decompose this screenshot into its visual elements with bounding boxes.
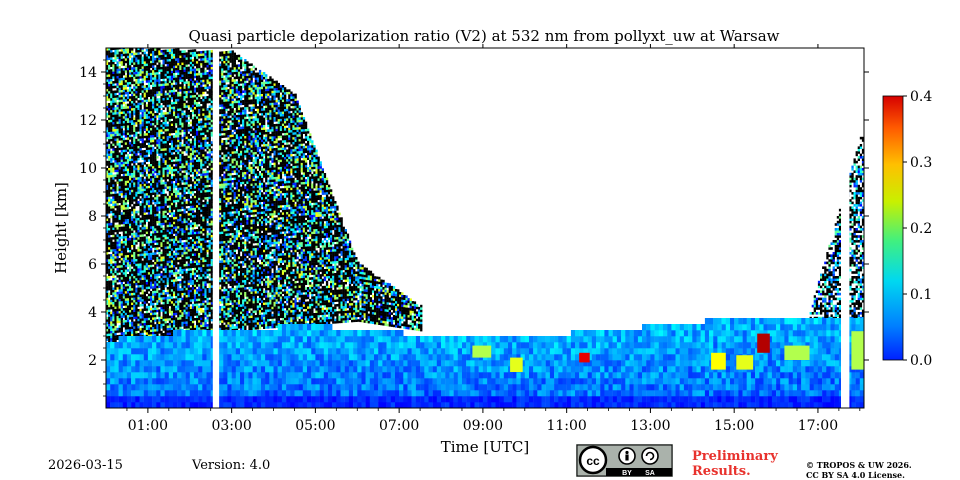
x-tick-label-3: 07:00	[379, 418, 419, 434]
x-tick-label-2: 05:00	[295, 418, 335, 434]
y-tick-label-2: 6	[88, 257, 97, 273]
colorbar-tick-label-0: 0.0	[910, 353, 932, 369]
depol-patch-4	[736, 355, 754, 370]
data-gap-1	[841, 48, 850, 408]
x-tick-label-5: 11:00	[546, 418, 586, 434]
copyright-note: © TROPOS & UW 2026. CC BY SA 4.0 License…	[806, 460, 912, 480]
y-tick-label-4: 10	[79, 161, 97, 177]
x-axis: 01:00 03:00 05:00 07:00 09:00 11:00 13:00 15:00…	[126, 44, 861, 434]
colorbar-tick-label-2: 0.2	[910, 221, 932, 237]
x-tick-label-1: 03:00	[211, 418, 251, 434]
colorbar-tick-label-4: 0.4	[910, 89, 932, 105]
depol-patch-1	[510, 357, 523, 372]
y-tick-label-1: 4	[88, 305, 97, 321]
copyright-line-1: © TROPOS & UW 2026.	[806, 460, 912, 470]
colorbar	[882, 95, 904, 361]
data-gap-0	[212, 48, 220, 408]
x-tick-label-4: 09:00	[463, 418, 503, 434]
depol-patch-7	[851, 331, 864, 370]
y-axis-label: Height [km]	[52, 182, 70, 274]
colorbar-tick-label-1: 0.1	[910, 287, 932, 303]
x-tick-label-8: 17:00	[798, 418, 838, 434]
depol-patch-3	[711, 352, 726, 370]
sa-icon	[641, 447, 659, 465]
plot-area	[106, 48, 864, 408]
depol-patch-0	[472, 345, 492, 358]
x-tick-label-7: 15:00	[714, 418, 754, 434]
preliminary-line-2: Results.	[692, 464, 751, 479]
depol-patch-6	[784, 345, 810, 360]
x-axis-label: Time [UTC]	[441, 438, 530, 456]
footer-version: Version: 4.0	[192, 458, 271, 473]
y-tick-label-5: 12	[79, 113, 97, 129]
sa-label: SA	[645, 470, 655, 477]
cc-icon	[578, 445, 608, 475]
colorbar-tick-label-3: 0.3	[910, 155, 932, 171]
y-axis: 2 4 6 8 10 12 14	[79, 59, 869, 397]
copyright-line-2: CC BY SA 4.0 License.	[806, 470, 905, 480]
y-tick-label-6: 14	[79, 65, 97, 81]
boundary-layer	[106, 318, 864, 408]
cc-icon-label: cc	[586, 454, 600, 468]
cc-license-badge: cc BY SA	[576, 444, 673, 477]
preliminary-line-1: Preliminary	[692, 449, 778, 464]
y-tick-label-3: 8	[88, 209, 97, 225]
depol-patch-2	[579, 352, 590, 363]
x-tick-label-0: 01:00	[128, 418, 168, 434]
x-tick-label-6: 13:00	[630, 418, 670, 434]
footer-date: 2026-03-15	[48, 458, 123, 473]
y-tick-label-0: 2	[88, 353, 97, 369]
depol-patch-5	[757, 333, 770, 353]
missing-data-gaps	[212, 48, 850, 408]
by-label: BY	[622, 470, 632, 477]
high-depol-patches	[472, 331, 864, 372]
colorbar-ticks: 0.0 0.1 0.2 0.3 0.4	[903, 89, 932, 369]
preliminary-note: Preliminary Results.	[692, 449, 778, 479]
chart-title: Quasi particle depolarization ratio (V2)…	[188, 27, 779, 45]
